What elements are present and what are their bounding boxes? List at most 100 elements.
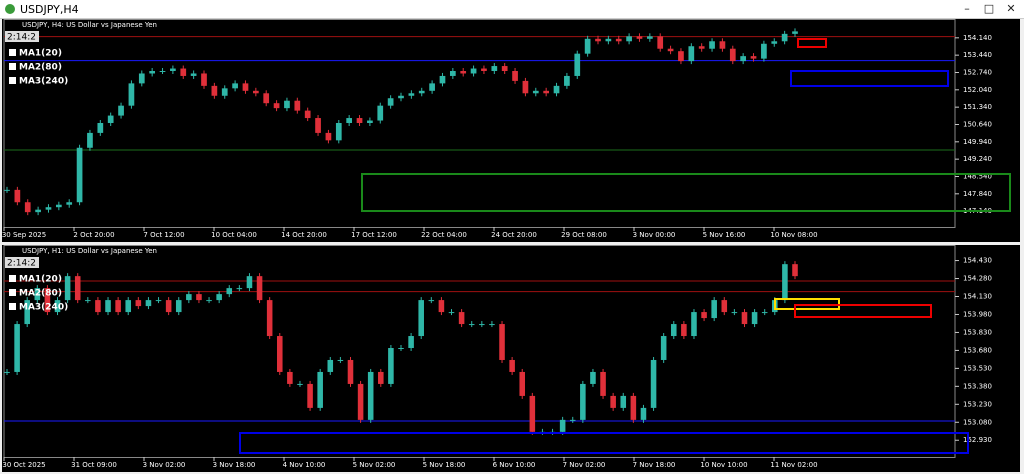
candle-body (650, 359, 657, 408)
legend-checkbox[interactable] (9, 63, 16, 70)
x-tick-label: 3 Nov 18:00 (213, 461, 256, 469)
candle-body (398, 348, 404, 350)
candle-body (105, 300, 111, 313)
candle-body (232, 83, 238, 89)
x-tick-label: 22 Oct 04:00 (421, 231, 467, 239)
legend-checkbox[interactable] (9, 77, 16, 84)
minimize-button[interactable]: – (964, 2, 970, 15)
candle-body (95, 300, 101, 313)
candle-body (24, 300, 30, 325)
timer: 2:14:2 (7, 33, 36, 43)
candle-body (522, 80, 529, 94)
x-tick-label: 10 Nov 10:00 (700, 461, 747, 469)
legend-label: MA1(20) (19, 275, 62, 285)
candle-body (691, 312, 697, 337)
candle-body (408, 336, 414, 349)
candle-body (66, 202, 73, 205)
candle-body (378, 371, 384, 384)
candle-body (605, 38, 612, 42)
candle-body (559, 419, 566, 432)
candle-body (479, 324, 485, 326)
y-tick-label: 152.740 (963, 68, 992, 76)
candle-body (337, 359, 344, 361)
candle-body (252, 90, 259, 94)
y-tick-label: 153.440 (963, 51, 992, 59)
candle-body (273, 103, 280, 109)
candle-body (356, 118, 363, 123)
candle-body (418, 300, 424, 337)
candle-body (74, 276, 81, 301)
candle-body (196, 294, 202, 301)
candle-body (76, 147, 83, 203)
x-tick-label: 30 Sep 2025 (2, 231, 46, 239)
candle-body (87, 132, 93, 148)
candle-body (595, 38, 601, 42)
candle-body (681, 324, 687, 337)
candle-body (284, 100, 290, 109)
candle-body (564, 75, 570, 86)
candle-body (729, 48, 736, 62)
legend-checkbox[interactable] (9, 303, 16, 310)
x-tick-label: 29 Oct 08:00 (561, 231, 607, 239)
window-title: USDJPY,H4 (20, 3, 79, 16)
candle-body (740, 56, 747, 62)
candle-body (418, 90, 425, 94)
legend-checkbox[interactable] (9, 275, 16, 282)
candle-body (580, 383, 586, 420)
candle-body (276, 336, 283, 372)
close-button[interactable]: ✕ (1006, 2, 1016, 15)
candle-body (458, 312, 465, 325)
candle-body (761, 43, 767, 59)
candle-body (543, 90, 550, 94)
candle-body (115, 300, 121, 313)
candle-body (242, 83, 249, 91)
x-tick-label: 14 Oct 20:00 (281, 231, 327, 239)
chart-header: USDJPY, H4: US Dollar vs Japanese Yen (22, 21, 157, 29)
legend-label: MA2(80) (19, 289, 62, 299)
x-tick-label: 5 Nov 02:00 (353, 461, 396, 469)
candle-body (190, 73, 197, 76)
candle-body (45, 207, 52, 210)
candle-body (438, 300, 445, 313)
y-tick-label: 154.140 (963, 34, 992, 42)
candle-body (155, 300, 162, 302)
x-tick-label: 3 Nov 02:00 (143, 461, 186, 469)
candle-body (297, 383, 303, 385)
maximize-button[interactable]: □ (983, 2, 995, 15)
candle-body (590, 371, 596, 384)
candle-body (347, 359, 354, 384)
candle-body (159, 71, 166, 72)
title-bar: USDJPY,H4 – □ ✕ (0, 0, 1024, 19)
candle-body (489, 324, 495, 326)
candle-body (646, 36, 653, 39)
candle-body (428, 300, 435, 302)
legend-checkbox[interactable] (9, 49, 16, 56)
candle-body (750, 56, 757, 59)
legend-checkbox[interactable] (9, 289, 16, 296)
candle-body (782, 264, 788, 301)
candle-body (4, 371, 10, 373)
plot-frame (3, 245, 956, 458)
x-tick-label: 3 Nov 00:00 (633, 231, 676, 239)
x-tick-label: 5 Nov 18:00 (423, 461, 466, 469)
y-tick-label: 154.130 (963, 293, 992, 301)
zone-box (797, 38, 827, 48)
candle-body (35, 209, 41, 213)
chart-panel: 154.140 153.440 152.740 152.040 151.340 150.6… (2, 19, 1020, 242)
y-tick-label: 153.680 (963, 346, 992, 354)
candle-body (636, 36, 643, 39)
candle-body (620, 395, 627, 408)
candle-body (287, 371, 293, 384)
y-tick-label: 150.640 (963, 120, 992, 128)
candle-body (377, 105, 384, 121)
candle-body (206, 300, 212, 302)
y-tick-label: 153.830 (963, 328, 992, 336)
candle-body (761, 312, 768, 314)
y-tick-label: 149.940 (963, 138, 992, 146)
timer-box (5, 31, 39, 42)
candle-body (180, 68, 187, 76)
candle-body (335, 123, 342, 141)
candle-body (731, 312, 738, 314)
candle-body (529, 395, 536, 432)
